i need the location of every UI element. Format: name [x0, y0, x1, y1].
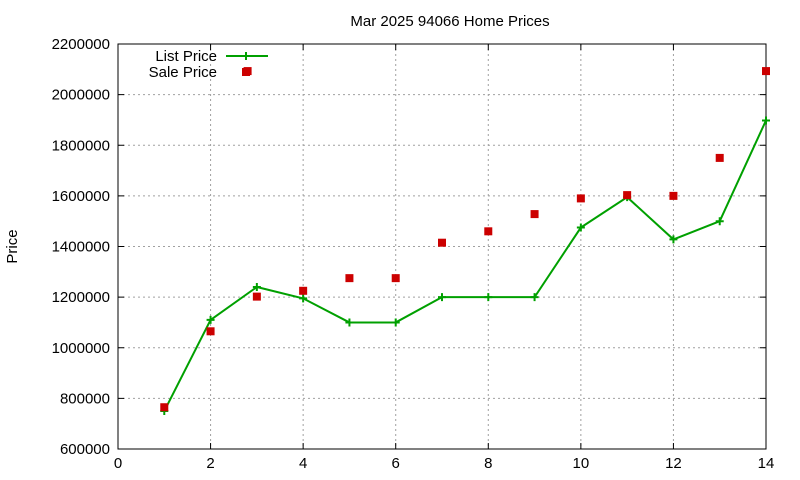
data-point	[252, 283, 261, 291]
legend-label: Sale Price	[149, 64, 217, 81]
y-tick-label: 1200000	[52, 289, 110, 306]
data-point	[576, 223, 585, 232]
data-point	[160, 403, 169, 412]
data-point	[530, 210, 539, 219]
data-point	[252, 292, 261, 301]
y-tick-label: 2000000	[52, 87, 110, 104]
data-point	[299, 286, 308, 295]
series-list-price	[160, 116, 770, 416]
data-point	[762, 116, 770, 125]
data-point	[206, 327, 215, 336]
data-point	[438, 293, 446, 302]
data-point	[484, 293, 493, 302]
chart-title: Mar 2025 94066 Home Prices	[350, 13, 549, 30]
x-tick-label: 12	[665, 455, 682, 472]
y-tick-label: 800000	[60, 390, 110, 407]
grid-lines	[118, 44, 766, 449]
x-tick-label: 14	[758, 455, 775, 472]
data-point	[345, 318, 354, 327]
y-tick-label: 1800000	[52, 137, 110, 154]
data-point	[623, 191, 632, 200]
legend-entry: Sale Price	[149, 64, 250, 81]
y-tick-label: 600000	[60, 441, 110, 458]
x-tick-label: 2	[206, 455, 214, 472]
data-point	[391, 274, 400, 283]
x-tick-label: 6	[392, 455, 400, 472]
y-tick-label: 1600000	[52, 188, 110, 205]
data-point	[715, 217, 724, 226]
legend-label: List Price	[155, 48, 217, 65]
x-tick-label: 8	[484, 455, 492, 472]
data-point	[484, 227, 493, 236]
y-tick-label: 1400000	[52, 239, 110, 256]
data-point	[669, 235, 678, 244]
y-axis-label: Price	[4, 229, 21, 263]
series-line	[163, 120, 767, 412]
series-sale-price	[160, 67, 770, 412]
x-tick-label: 0	[114, 455, 122, 472]
legend-entry: List Price	[155, 48, 268, 65]
y-tick-label: 1000000	[52, 340, 110, 357]
data-point	[438, 238, 446, 247]
data-point	[669, 191, 678, 200]
legend-marker	[242, 68, 250, 76]
x-tick-label: 10	[573, 455, 590, 472]
axis-ticks: 0 2 4 6 8 10 12 14 600000 800000 1000000 1200000 140…	[52, 36, 775, 472]
data-point	[345, 274, 354, 283]
data-point	[530, 293, 539, 302]
data-point	[206, 315, 215, 324]
data-point	[576, 194, 585, 203]
legend-marker	[242, 52, 250, 60]
y-tick-label: 2200000	[52, 36, 110, 53]
data-point	[299, 294, 308, 303]
series-layer	[160, 67, 770, 416]
data-point	[715, 153, 724, 162]
data-point	[762, 67, 770, 76]
data-point	[391, 318, 400, 327]
x-tick-label: 4	[299, 455, 307, 472]
